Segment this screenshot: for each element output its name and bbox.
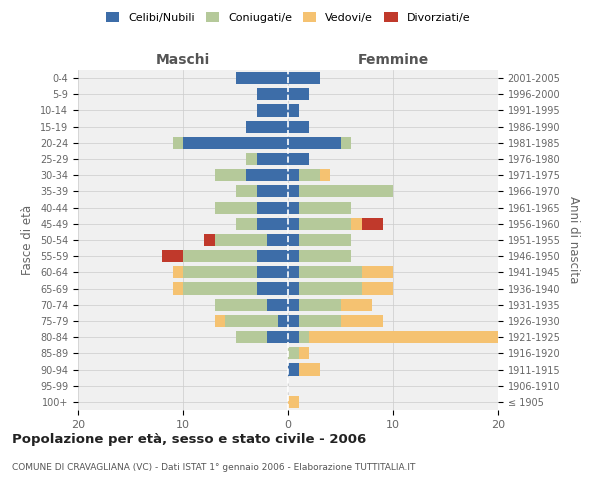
Bar xyxy=(288,315,299,327)
Bar xyxy=(299,186,393,198)
Bar xyxy=(299,202,351,213)
Text: COMUNE DI CRAVAGLIANA (VC) - Dati ISTAT 1° gennaio 2006 - Elaborazione TUTTITALI: COMUNE DI CRAVAGLIANA (VC) - Dati ISTAT … xyxy=(12,462,415,471)
Bar xyxy=(215,234,267,246)
Bar xyxy=(288,202,299,213)
Bar xyxy=(299,298,341,311)
Bar xyxy=(288,266,299,278)
Bar xyxy=(299,331,309,343)
Bar xyxy=(309,331,498,343)
Y-axis label: Fasce di età: Fasce di età xyxy=(22,205,34,275)
Bar xyxy=(341,137,351,149)
Bar xyxy=(257,250,288,262)
Bar xyxy=(225,315,277,327)
Bar xyxy=(215,169,246,181)
Bar xyxy=(288,137,341,149)
Bar xyxy=(299,250,351,262)
Text: Maschi: Maschi xyxy=(156,53,210,67)
Bar xyxy=(183,282,257,294)
Bar xyxy=(173,137,183,149)
Bar xyxy=(288,186,299,198)
Bar xyxy=(257,186,288,198)
Bar xyxy=(299,282,361,294)
Bar xyxy=(215,315,225,327)
Bar xyxy=(183,266,257,278)
Bar xyxy=(299,364,320,376)
Bar xyxy=(320,169,330,181)
Legend: Celibi/Nubili, Coniugati/e, Vedovi/e, Divorziati/e: Celibi/Nubili, Coniugati/e, Vedovi/e, Di… xyxy=(101,8,475,28)
Bar xyxy=(288,88,309,101)
Bar xyxy=(288,234,299,246)
Bar xyxy=(257,202,288,213)
Bar xyxy=(288,364,299,376)
Bar xyxy=(235,72,288,84)
Bar xyxy=(361,282,393,294)
Bar xyxy=(299,169,320,181)
Bar xyxy=(288,72,320,84)
Bar xyxy=(361,266,393,278)
Text: Femmine: Femmine xyxy=(358,53,428,67)
Bar xyxy=(288,298,299,311)
Bar xyxy=(173,266,183,278)
Bar xyxy=(183,250,257,262)
Bar xyxy=(288,396,299,408)
Bar xyxy=(341,315,383,327)
Bar xyxy=(215,202,257,213)
Bar xyxy=(246,120,288,132)
Bar xyxy=(257,88,288,101)
Bar xyxy=(257,282,288,294)
Bar xyxy=(257,104,288,117)
Bar xyxy=(257,153,288,165)
Bar xyxy=(162,250,183,262)
Bar xyxy=(183,137,288,149)
Bar xyxy=(299,234,351,246)
Bar xyxy=(257,218,288,230)
Bar xyxy=(288,169,299,181)
Bar xyxy=(215,298,267,311)
Bar xyxy=(288,282,299,294)
Bar xyxy=(299,218,351,230)
Bar xyxy=(277,315,288,327)
Bar xyxy=(235,186,257,198)
Bar xyxy=(267,331,288,343)
Bar xyxy=(204,234,215,246)
Bar xyxy=(288,331,299,343)
Bar xyxy=(299,348,309,360)
Bar xyxy=(288,104,299,117)
Bar xyxy=(351,218,361,230)
Y-axis label: Anni di nascita: Anni di nascita xyxy=(567,196,580,284)
Bar xyxy=(288,348,299,360)
Bar xyxy=(235,331,267,343)
Bar xyxy=(288,120,309,132)
Bar xyxy=(341,298,372,311)
Text: Popolazione per età, sesso e stato civile - 2006: Popolazione per età, sesso e stato civil… xyxy=(12,432,366,446)
Bar xyxy=(267,298,288,311)
Bar xyxy=(246,169,288,181)
Bar xyxy=(361,218,383,230)
Bar xyxy=(299,266,361,278)
Bar xyxy=(267,234,288,246)
Bar xyxy=(235,218,257,230)
Bar xyxy=(288,250,299,262)
Bar xyxy=(299,315,341,327)
Bar xyxy=(288,218,299,230)
Bar xyxy=(246,153,257,165)
Bar xyxy=(288,153,309,165)
Bar xyxy=(257,266,288,278)
Bar xyxy=(173,282,183,294)
